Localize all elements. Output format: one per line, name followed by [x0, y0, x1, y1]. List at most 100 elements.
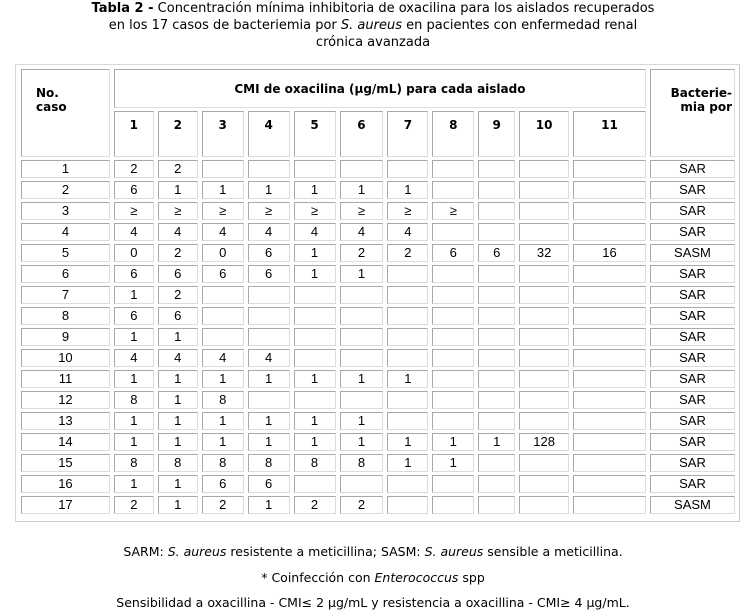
mic-cell — [519, 370, 570, 388]
mic-cell: 6 — [113, 265, 154, 283]
mic-cell: 4 — [157, 349, 198, 367]
mic-cell — [432, 496, 475, 514]
mic-cell — [478, 454, 516, 472]
mic-cell — [519, 181, 570, 199]
mic-cell: 8 — [201, 454, 244, 472]
mic-cell — [247, 286, 290, 304]
mic-cell: 1 — [247, 370, 290, 388]
mic-cell — [478, 265, 516, 283]
caption-text-3: en pacientes con enfermedad renal — [401, 18, 638, 33]
header-isolate: 3 — [201, 111, 244, 157]
mic-cell — [201, 328, 244, 346]
mic-cell — [573, 328, 646, 346]
mic-cell: 1 — [157, 496, 198, 514]
mic-cell — [519, 307, 570, 325]
bacteremia-cell: SAR — [649, 202, 735, 220]
mic-cell — [573, 286, 646, 304]
mic-cell — [387, 328, 429, 346]
mic-cell: 1 — [293, 412, 336, 430]
mic-cell: 1 — [157, 370, 198, 388]
mic-cell: 1 — [478, 433, 516, 451]
mic-cell: 1 — [157, 328, 198, 346]
bacteremia-cell: SAR — [649, 433, 735, 451]
mic-cell — [247, 328, 290, 346]
mic-cell — [573, 391, 646, 409]
mic-cell: 2 — [157, 244, 198, 262]
case-number-cell: 9 — [21, 328, 110, 346]
mic-cell: 1 — [339, 370, 384, 388]
mic-cell — [387, 496, 429, 514]
mic-cell — [432, 265, 475, 283]
header-isolate: 8 — [432, 111, 475, 157]
mic-cell — [478, 475, 516, 493]
mic-cell: 1 — [201, 412, 244, 430]
mic-cell — [573, 454, 646, 472]
bacteremia-cell: SAR — [649, 265, 735, 283]
bacteremia-cell: SAR — [649, 349, 735, 367]
mic-cell — [478, 391, 516, 409]
mic-cell: 1 — [157, 433, 198, 451]
table-row: 12 8 1 8 SAR — [21, 391, 735, 409]
mic-cell — [573, 265, 646, 283]
case-number-cell: 7 — [21, 286, 110, 304]
mic-cell — [247, 307, 290, 325]
mic-cell: 16 — [573, 244, 646, 262]
mic-cell: 4 — [247, 223, 290, 241]
mic-cell — [519, 328, 570, 346]
mic-cell — [247, 160, 290, 178]
mic-cell: ≥ — [113, 202, 154, 220]
mic-cell — [519, 496, 570, 514]
mic-cell — [432, 391, 475, 409]
mic-cell: 1 — [293, 181, 336, 199]
mic-cell — [387, 349, 429, 367]
table-row: 9 1 1 SAR — [21, 328, 735, 346]
mic-cell — [519, 202, 570, 220]
case-number-cell: 12 — [21, 391, 110, 409]
mic-cell — [519, 223, 570, 241]
mic-cell: 4 — [157, 223, 198, 241]
fn1-d: S. aureus — [424, 544, 484, 559]
mic-cell — [432, 475, 475, 493]
header-isolate: 1 — [113, 111, 154, 157]
header-isolate: 11 — [573, 111, 646, 157]
mic-cell — [432, 412, 475, 430]
mic-cell — [339, 391, 384, 409]
mic-cell — [478, 370, 516, 388]
case-number-cell: 2 — [21, 181, 110, 199]
header-isolate: 10 — [519, 111, 570, 157]
header-isolate: 6 — [339, 111, 384, 157]
mic-cell: 6 — [247, 244, 290, 262]
mic-cell: 2 — [339, 244, 384, 262]
mic-cell: 6 — [478, 244, 516, 262]
mic-cell — [478, 496, 516, 514]
bacteremia-cell: SAR — [649, 328, 735, 346]
mic-cell: 8 — [201, 391, 244, 409]
mic-cell: 1 — [157, 181, 198, 199]
mic-cell — [519, 349, 570, 367]
mic-cell — [293, 349, 336, 367]
mic-cell — [573, 223, 646, 241]
mic-cell: 1 — [157, 412, 198, 430]
mic-cell — [573, 412, 646, 430]
header-case-line1: No. — [36, 86, 59, 100]
mic-cell: 0 — [201, 244, 244, 262]
mic-cell: 1 — [247, 412, 290, 430]
table-row: 13 1 1 1 1 1 1 SAR — [21, 412, 735, 430]
mic-cell — [293, 328, 336, 346]
header-isolate: 5 — [293, 111, 336, 157]
mic-cell — [478, 286, 516, 304]
case-number-cell: 16 — [21, 475, 110, 493]
mic-cell: 6 — [247, 475, 290, 493]
table-row: 3 ≥ ≥ ≥ ≥ ≥ ≥ ≥ ≥ SAR — [21, 202, 735, 220]
mic-cell: 4 — [387, 223, 429, 241]
mic-cell — [573, 202, 646, 220]
mic-cell — [519, 160, 570, 178]
mic-cell: 6 — [113, 181, 154, 199]
case-number-cell: 4 — [21, 223, 110, 241]
mic-cell: 4 — [113, 349, 154, 367]
bacteremia-cell: SASM — [649, 496, 735, 514]
mic-cell — [478, 202, 516, 220]
bacteremia-cell: SAR — [649, 286, 735, 304]
mic-cell: ≥ — [387, 202, 429, 220]
mic-cell — [293, 391, 336, 409]
